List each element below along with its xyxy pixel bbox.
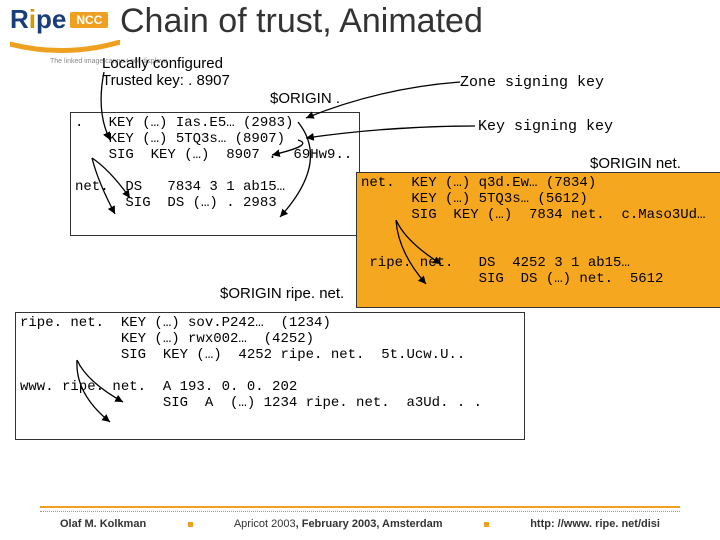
footer-url: http: //www. ripe. net/disi: [530, 518, 660, 530]
zsk-arrow-icon: [300, 78, 470, 128]
net-arrows-icon: [356, 172, 716, 302]
label-local-configured: Locally configured: [102, 55, 223, 72]
trusted-key-arrow-icon: [94, 72, 134, 152]
dot-icon: [188, 522, 193, 527]
label-zone-signing: Zone signing key: [460, 74, 604, 91]
footer: Olaf M. Kolkman Apricot 2003, February 2…: [0, 506, 720, 540]
page-title: Chain of trust, Animated: [120, 2, 483, 41]
logo-i: i: [29, 4, 36, 34]
label-key-signing: Key signing key: [478, 118, 613, 135]
ksk-arrow-icon: [300, 124, 480, 154]
ripe-logo: RipeNCC: [10, 4, 108, 35]
ripenet-arrows-icon: [15, 312, 515, 437]
logo-r: R: [10, 4, 29, 34]
logo-ncc: NCC: [70, 12, 108, 28]
label-origin-net: $ORIGIN net.: [590, 155, 681, 172]
label-origin-ripenet: $ORIGIN ripe. net.: [220, 285, 344, 302]
footer-author: Olaf M. Kolkman: [60, 518, 146, 530]
dot-icon: [484, 522, 489, 527]
logo-pe: pe: [36, 4, 66, 34]
footer-mid: Apricot 2003, February 2003, Amsterdam: [234, 518, 443, 530]
